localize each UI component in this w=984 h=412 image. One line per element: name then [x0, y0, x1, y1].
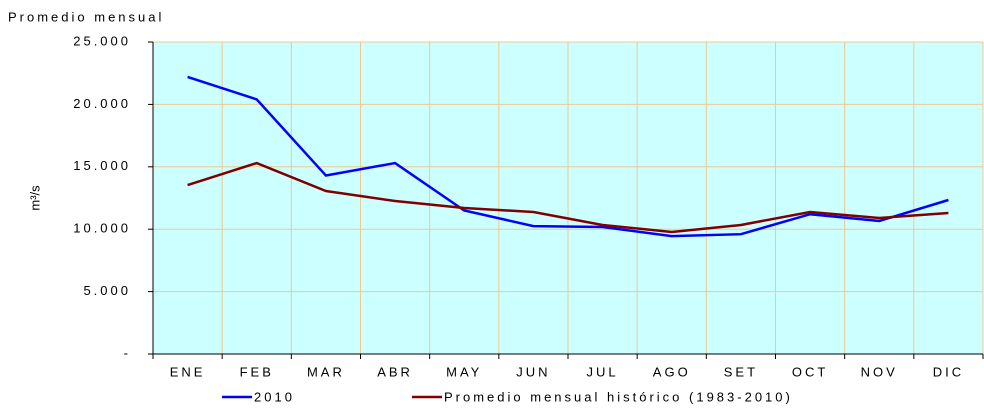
x-tick-label: ENE — [170, 364, 206, 379]
y-tick-label: 25.000 — [73, 33, 131, 48]
y-tick-label: 15.000 — [73, 158, 131, 173]
x-tick-label: JUL — [587, 364, 619, 379]
x-tick-label: FEB — [240, 364, 274, 379]
series-line — [187, 161, 949, 234]
legend-label: 2010 — [254, 389, 295, 404]
y-tick-label: - — [124, 345, 131, 360]
y-tick-label: 10.000 — [73, 221, 131, 236]
legend-label: Promedio mensual histórico (1983-2010) — [444, 389, 793, 404]
y-tick-label: 5.000 — [83, 283, 131, 298]
x-tick-label: NOV — [861, 364, 898, 379]
x-tick-label: MAR — [307, 364, 345, 379]
series-line — [187, 75, 949, 238]
y-axis-label: m³/s — [27, 185, 42, 211]
x-tick-label: JUN — [516, 364, 550, 379]
x-tick-label: ABR — [377, 364, 413, 379]
x-tick-label: OCT — [792, 364, 828, 379]
x-tick-label: DIC — [933, 364, 964, 379]
x-tick-label: SET — [724, 364, 758, 379]
x-tick-label: AGO — [653, 364, 691, 379]
chart-title: Promedio mensual — [8, 9, 164, 24]
x-tick-label: MAY — [446, 364, 482, 379]
y-tick-label: 20.000 — [73, 96, 131, 111]
